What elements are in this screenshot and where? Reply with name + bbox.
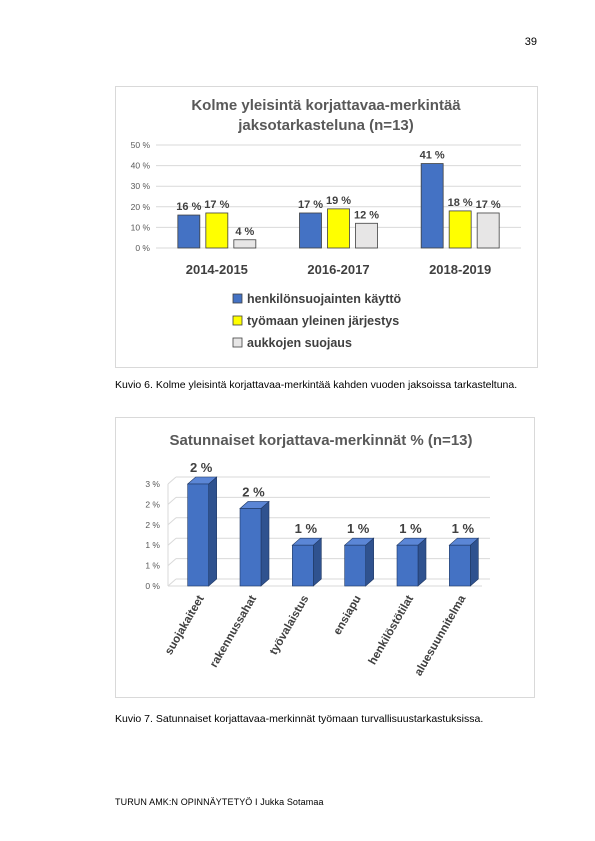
chart-2-x-tick-label: aluesuunnitelma — [413, 593, 469, 678]
chart-1-bar — [300, 213, 322, 248]
chart-2-gridline-depth — [168, 497, 176, 504]
chart-1-y-tick-label: 20 % — [131, 202, 151, 212]
figure-caption-2: Kuvio 7. Satunnaiset korjattavaa-merkinn… — [115, 713, 483, 725]
chart-2-bar-side — [470, 538, 478, 586]
chart-2-data-label: 1 % — [399, 521, 422, 536]
chart-2-bar-side — [366, 538, 374, 586]
chart-2-data-label: 2 % — [242, 484, 265, 499]
chart-2-bar-side — [209, 477, 217, 586]
chart-2-y-tick-label: 0 % — [145, 581, 160, 591]
chart-2-x-tick-label: suojakaiteet — [163, 593, 207, 657]
page-number: 39 — [525, 36, 537, 48]
chart-2-bar — [345, 545, 366, 586]
chart-1-bar — [356, 223, 378, 248]
chart-2-gridline-depth — [168, 538, 176, 545]
chart-2-bar-side — [261, 501, 269, 586]
chart-2-bar — [449, 545, 470, 586]
chart-2-y-tick-label: 2 % — [145, 520, 160, 530]
chart-1-legend-swatch — [233, 294, 242, 303]
chart-1-y-tick-label: 50 % — [131, 140, 151, 150]
figure-caption-1: Kuvio 6. Kolme yleisintä korjattavaa-mer… — [115, 379, 517, 391]
chart-2-y-tick-label: 2 % — [145, 499, 160, 509]
chart-1-bar — [449, 211, 471, 248]
chart-1-data-label: 17 % — [476, 199, 501, 211]
chart-2-bar-side — [313, 538, 321, 586]
chart-2-x-tick-label: rakennussahat — [208, 593, 259, 669]
chart-1-y-tick-label: 30 % — [131, 181, 151, 191]
chart-2-bar-side — [418, 538, 426, 586]
chart-1-legend-label: aukkojen suojaus — [247, 336, 352, 350]
chart-1-bar — [234, 240, 256, 248]
chart-2-y-tick-label: 1 % — [145, 540, 160, 550]
chart-2-gridline-depth — [168, 518, 176, 525]
chart-1-data-label: 4 % — [235, 226, 254, 238]
chart-1-data-label: 17 % — [298, 199, 323, 211]
chart-1-legend-swatch — [233, 316, 242, 325]
chart-2-data-label: 2 % — [190, 460, 213, 475]
chart-1-legend-swatch — [233, 338, 242, 347]
chart-2-data-label: 1 % — [347, 521, 370, 536]
chart-2-data-label: 1 % — [295, 521, 318, 536]
chart-2-x-tick-label: ensiapu — [332, 594, 364, 638]
chart-1-x-tick-label: 2018-2019 — [429, 262, 491, 277]
chart-2-data-label: 1 % — [452, 521, 475, 536]
chart-2-svg: Satunnaiset korjattava-merkinnät % (n=13… — [116, 418, 534, 697]
chart-1-x-tick-label: 2016-2017 — [307, 262, 369, 277]
chart-1: Kolme yleisintä korjattavaa-merkintää jak… — [115, 86, 538, 368]
chart-2-y-tick-label: 1 % — [145, 561, 160, 571]
chart-2-bar — [240, 508, 261, 586]
chart-1-title-line-1: Kolme yleisintä korjattavaa-merkintää — [191, 97, 461, 114]
chart-1-legend-label: henkilönsuojainten käyttö — [247, 292, 402, 306]
chart-2: Satunnaiset korjattava-merkinnät % (n=13… — [115, 417, 535, 698]
chart-1-y-tick-label: 0 % — [135, 243, 150, 253]
chart-2-gridline-depth — [168, 559, 176, 566]
chart-2-bar — [188, 484, 209, 586]
chart-2-gridline-depth — [168, 579, 176, 586]
chart-1-data-label: 19 % — [326, 195, 351, 207]
chart-1-y-tick-label: 10 % — [131, 222, 151, 232]
chart-1-data-label: 41 % — [420, 150, 445, 162]
chart-2-x-tick-label: henkilöstötilat — [367, 593, 416, 667]
chart-1-bar — [477, 213, 499, 248]
chart-2-y-tick-label: 3 % — [145, 479, 160, 489]
chart-1-data-label: 16 % — [176, 201, 201, 213]
chart-1-legend-label: työmaan yleinen järjestys — [247, 314, 399, 328]
chart-1-data-label: 17 % — [204, 199, 229, 211]
chart-1-bar — [178, 215, 200, 248]
chart-1-bar — [421, 164, 443, 248]
chart-2-title: Satunnaiset korjattava-merkinnät % (n=13… — [169, 432, 472, 449]
chart-2-gridline-depth — [168, 477, 176, 484]
chart-1-data-label: 12 % — [354, 209, 379, 221]
chart-2-bar — [292, 545, 313, 586]
chart-1-y-tick-label: 40 % — [131, 161, 151, 171]
chart-2-x-tick-label: työvalaistus — [268, 594, 312, 658]
chart-1-data-label: 18 % — [448, 197, 473, 209]
chart-1-title-line-2: jaksotarkasteluna (n=13) — [237, 117, 414, 134]
chart-1-bar — [206, 213, 228, 248]
chart-1-x-tick-label: 2014-2015 — [186, 262, 248, 277]
page-footer: TURUN AMK:N OPINNÄYTETYÖ I Jukka Sotamaa — [115, 797, 324, 807]
chart-1-svg: Kolme yleisintä korjattavaa-merkintää jak… — [116, 87, 537, 367]
chart-1-bar — [328, 209, 350, 248]
chart-2-bar — [397, 545, 418, 586]
